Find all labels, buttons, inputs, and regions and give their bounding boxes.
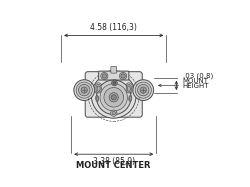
Circle shape (81, 87, 87, 93)
Circle shape (112, 111, 116, 115)
Circle shape (140, 87, 146, 93)
Circle shape (138, 84, 149, 96)
Ellipse shape (96, 95, 99, 102)
Circle shape (135, 82, 151, 98)
FancyBboxPatch shape (85, 72, 142, 117)
Circle shape (96, 80, 131, 115)
Text: HEIGHT: HEIGHT (183, 83, 209, 89)
Circle shape (133, 80, 154, 100)
Text: MOUNT: MOUNT (183, 78, 209, 84)
Text: 4.58 (116,3): 4.58 (116,3) (90, 23, 137, 32)
Circle shape (78, 84, 90, 96)
Circle shape (120, 72, 127, 80)
Ellipse shape (97, 86, 100, 91)
Circle shape (104, 88, 124, 107)
Circle shape (76, 82, 92, 98)
Ellipse shape (125, 83, 133, 95)
Text: .03 (0,8): .03 (0,8) (183, 73, 213, 79)
Circle shape (110, 110, 117, 116)
Circle shape (92, 73, 136, 118)
Circle shape (109, 93, 118, 102)
Circle shape (101, 72, 108, 80)
Ellipse shape (95, 83, 102, 95)
Circle shape (113, 82, 116, 84)
Circle shape (102, 74, 106, 78)
FancyBboxPatch shape (98, 71, 129, 80)
Ellipse shape (130, 96, 131, 100)
Circle shape (74, 80, 94, 100)
FancyBboxPatch shape (111, 67, 116, 73)
Ellipse shape (126, 84, 132, 93)
Text: MOUNT CENTER: MOUNT CENTER (76, 161, 151, 170)
Ellipse shape (96, 96, 98, 100)
Ellipse shape (127, 86, 130, 91)
Circle shape (100, 84, 128, 111)
Circle shape (121, 74, 125, 78)
Ellipse shape (129, 95, 132, 102)
Circle shape (112, 80, 117, 86)
Ellipse shape (96, 84, 101, 93)
Text: 3.38 (85,9): 3.38 (85,9) (93, 157, 135, 166)
Circle shape (111, 95, 116, 100)
